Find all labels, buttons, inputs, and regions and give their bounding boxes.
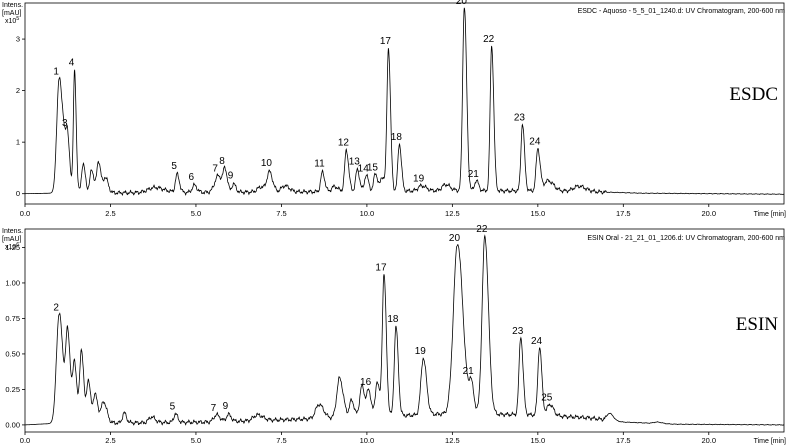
- peak-label: 20: [449, 233, 461, 244]
- y-axis: 0.00 0.25 0.50 0.75 1.00 1.25: [5, 243, 25, 429]
- y-axis-label-line-2: [mAU]: [2, 10, 22, 17]
- peak-label: 5: [170, 402, 176, 413]
- x-tick-label: 17.5: [616, 209, 631, 218]
- y-axis-label-line-1: Intens.: [2, 228, 23, 235]
- x-tick-label: 17.5: [616, 436, 631, 445]
- chromatogram-trace: [24, 7, 785, 197]
- x-axis-label: Time [min]: [754, 438, 786, 445]
- peak-label: 7: [211, 403, 217, 414]
- y-tick-label: 0.50: [5, 349, 20, 358]
- peak-label: 8: [219, 156, 225, 167]
- y-tick-label: 1.00: [5, 278, 20, 287]
- x-tick-label: 0.0: [20, 436, 30, 445]
- peak-label: 17: [380, 36, 392, 47]
- x-tick-label: 12.5: [445, 436, 460, 445]
- x-tick-label: 20.0: [701, 209, 716, 218]
- peak-label: 4: [69, 57, 75, 68]
- peak-label: 23: [512, 326, 524, 337]
- y-tick-label: 1: [16, 138, 20, 147]
- peak-label: 22: [483, 34, 495, 45]
- peak-label: 22: [476, 224, 488, 235]
- y-tick-label: 0: [16, 189, 20, 198]
- plot-frame: [24, 228, 785, 433]
- x-tick-label: 15.0: [531, 436, 546, 445]
- x-tick-label: 7.5: [276, 436, 286, 445]
- peak-label: 12: [338, 138, 350, 149]
- peak-label: 21: [463, 366, 475, 377]
- peak-label: 10: [261, 158, 273, 169]
- peak-label: 14: [358, 164, 370, 175]
- x-tick-label: 2.5: [105, 209, 115, 218]
- y-axis-label-line-1: Intens.: [2, 2, 23, 9]
- y-tick-label: 0.75: [5, 314, 20, 323]
- peak-label: 1: [53, 67, 59, 78]
- peak-label: 25: [541, 392, 553, 403]
- x-tick-label: 12.5: [445, 209, 460, 218]
- x-tick-label: 7.5: [276, 209, 286, 218]
- chart-title: ESDC - Aquoso - 5_5_01_1240.d: UV Chroma…: [578, 8, 786, 15]
- peak-label: 15: [367, 163, 379, 174]
- peak-label: 21: [468, 169, 480, 180]
- y-tick-label: 0.25: [5, 385, 20, 394]
- y-axis-exponent-power: 5: [16, 16, 19, 22]
- peak-label: 19: [415, 346, 427, 357]
- peak-label: 9: [223, 401, 229, 412]
- peak-label: 13: [349, 156, 361, 167]
- plot-frame: [24, 2, 785, 205]
- peak-label: 18: [391, 132, 403, 143]
- peak-label: 9: [228, 171, 234, 182]
- peak-label: 2: [53, 303, 59, 314]
- sample-label: ESIN: [736, 314, 779, 335]
- x-tick-label: 20.0: [701, 436, 716, 445]
- chart-title: ESIN Oral - 21_21_01_1206.d: UV Chromato…: [587, 235, 785, 242]
- y-tick-label: 3: [16, 35, 20, 44]
- peak-label: 5: [171, 161, 177, 172]
- y-axis-exponent-power: 6: [16, 242, 19, 248]
- x-axis: 0.0 2.5 5.0 7.5 10.0 12.5 15.0 17.5 20.0: [20, 204, 716, 218]
- peak-label: 6: [188, 172, 194, 183]
- peak-label: 18: [387, 314, 399, 325]
- peak-label: 16: [360, 377, 372, 388]
- chromatogram-panel-esdc: Intens. [mAU] x105 ESDC - Aquoso - 5_5_0…: [2, 0, 786, 218]
- y-tick-label: 2: [16, 86, 20, 95]
- y-axis-exponent: x106: [5, 242, 19, 251]
- peak-label: 11: [314, 158, 325, 169]
- y-axis-exponent: x105: [5, 16, 19, 25]
- y-axis-label-line-2: [mAU]: [2, 236, 22, 243]
- x-tick-label: 5.0: [191, 436, 201, 445]
- x-tick-label: 0.0: [20, 209, 30, 218]
- y-tick-label: 0.00: [5, 420, 20, 429]
- sample-label: ESDC: [729, 84, 778, 105]
- chromatogram-panel-esin: Intens. [mAU] x106 ESIN Oral - 21_21_01_…: [2, 224, 786, 445]
- x-axis-label: Time [min]: [754, 211, 786, 218]
- peak-label: 19: [413, 174, 425, 185]
- y-axis: 0 1 2 3: [16, 35, 25, 198]
- x-tick-label: 10.0: [360, 209, 375, 218]
- x-axis: 0.0 2.5 5.0 7.5 10.0 12.5 15.0 17.5 20.0: [20, 432, 716, 445]
- peak-label: 24: [529, 137, 541, 148]
- peak-label: 3: [62, 118, 68, 129]
- x-tick-label: 2.5: [105, 436, 115, 445]
- chromatogram-trace: [24, 234, 785, 426]
- x-tick-label: 15.0: [531, 209, 546, 218]
- x-tick-label: 10.0: [360, 436, 375, 445]
- peak-label: 7: [212, 164, 218, 175]
- x-tick-label: 5.0: [191, 209, 201, 218]
- peak-label: 20: [456, 0, 468, 7]
- y-tick-label: 1.25: [5, 243, 20, 252]
- peak-label: 24: [531, 336, 543, 347]
- peak-label: 23: [514, 113, 526, 124]
- peak-label: 17: [375, 262, 387, 273]
